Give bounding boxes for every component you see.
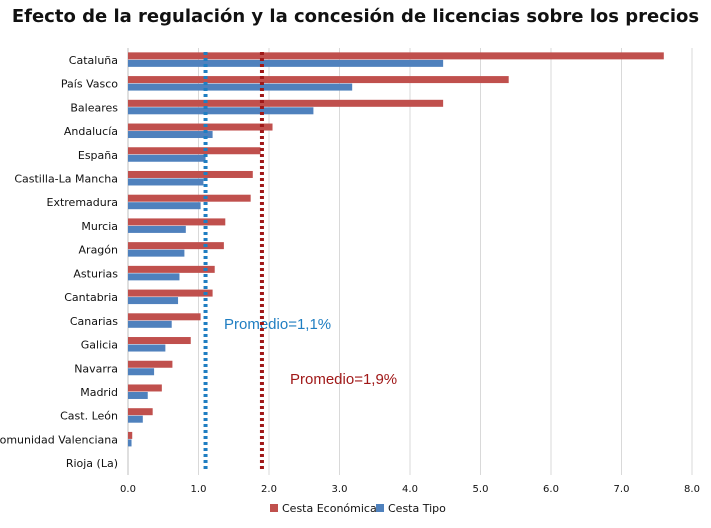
bar-cesta-tipo [128,344,166,352]
legend-swatch [376,504,384,512]
category-label: Cantabria [64,291,118,304]
bar-cesta-tipo [128,439,132,447]
bar-cesta-economica [128,242,224,250]
category-label: Baleares [70,101,118,114]
bar-cesta-economica [128,265,215,273]
bar-cesta-economica [128,313,201,321]
chart-title: Efecto de la regulación y la concesión d… [11,6,700,27]
bar-cesta-tipo [128,225,186,233]
bar-cesta-economica [128,408,153,416]
bar-cesta-economica [128,147,261,155]
category-label: Andalucía [64,125,118,138]
category-label: Asturias [73,267,118,280]
average-annotation: Promedio=1,1% [224,316,331,333]
bar-cesta-tipo [128,415,143,423]
bars [128,52,664,447]
bar-cesta-economica [128,76,509,84]
bar-cesta-tipo [128,154,206,162]
category-label: Rioja (La) [66,457,118,470]
x-tick-label: 7.0 [614,484,630,495]
category-label: País Vasco [61,78,118,91]
bar-cesta-tipo [128,178,204,186]
reference-lines: Promedio=1,1% Promedio=1,9% [203,52,397,469]
bar-cesta-tipo [128,59,444,67]
x-tick-label: 1.0 [191,484,207,495]
bar-cesta-tipo [128,391,148,399]
x-tick-labels: 0.0 1.0 2.0 3.0 4.0 5.0 6.0 7.0 8.0 [120,484,700,495]
average-annotation: Promedio=1,9% [290,371,397,388]
bar-cesta-economica [128,384,162,392]
category-label: Madrid [80,386,118,399]
bar-cesta-economica [128,194,251,202]
category-label: Cast. León [60,410,118,423]
bar-cesta-tipo [128,83,353,91]
bar-cesta-economica [128,337,191,345]
bar-cesta-economica [128,431,133,439]
bar-cesta-economica [128,123,273,131]
bar-cesta-tipo [128,320,172,328]
legend-swatch [270,504,278,512]
bar-cesta-economica [128,289,213,297]
x-tick-label: 2.0 [261,484,277,495]
x-tick-label: 4.0 [402,484,418,495]
bar-cesta-tipo [128,273,180,281]
bar-cesta-economica [128,52,664,60]
category-label: Cataluña [69,54,118,67]
x-tick-label: 0.0 [120,484,136,495]
category-label: Comunidad Valenciana [0,433,118,446]
x-tick-label: 8.0 [684,484,700,495]
x-tick-label: 3.0 [332,484,348,495]
category-label: Aragón [79,244,119,257]
category-label: España [78,149,118,162]
category-label: Galicia [81,339,118,352]
bar-cesta-economica [128,99,444,107]
category-label: Castilla-La Mancha [14,172,118,185]
bar-cesta-economica [128,360,173,368]
category-label: Navarra [74,362,118,375]
bar-cesta-tipo [128,368,155,376]
bar-cesta-tipo [128,249,185,257]
category-label: Extremadura [47,196,119,209]
category-labels: Cataluña País Vasco Baleares Andalucía Españ… [0,54,118,470]
bar-cesta-tipo [128,107,314,115]
category-label: Murcia [81,220,118,233]
bar-cesta-tipo [128,202,201,210]
legend: Cesta Económica Cesta Tipo [270,502,446,515]
bar-cesta-economica [128,218,226,226]
legend-label: Cesta Económica [282,502,377,515]
legend-label: Cesta Tipo [388,502,446,515]
bar-cesta-tipo [128,297,179,305]
category-label: Canarias [70,315,118,328]
x-tick-label: 5.0 [473,484,489,495]
x-tick-label: 6.0 [543,484,559,495]
bar-cesta-economica [128,170,253,178]
bar-cesta-tipo [128,131,213,139]
gridlines [127,48,693,475]
